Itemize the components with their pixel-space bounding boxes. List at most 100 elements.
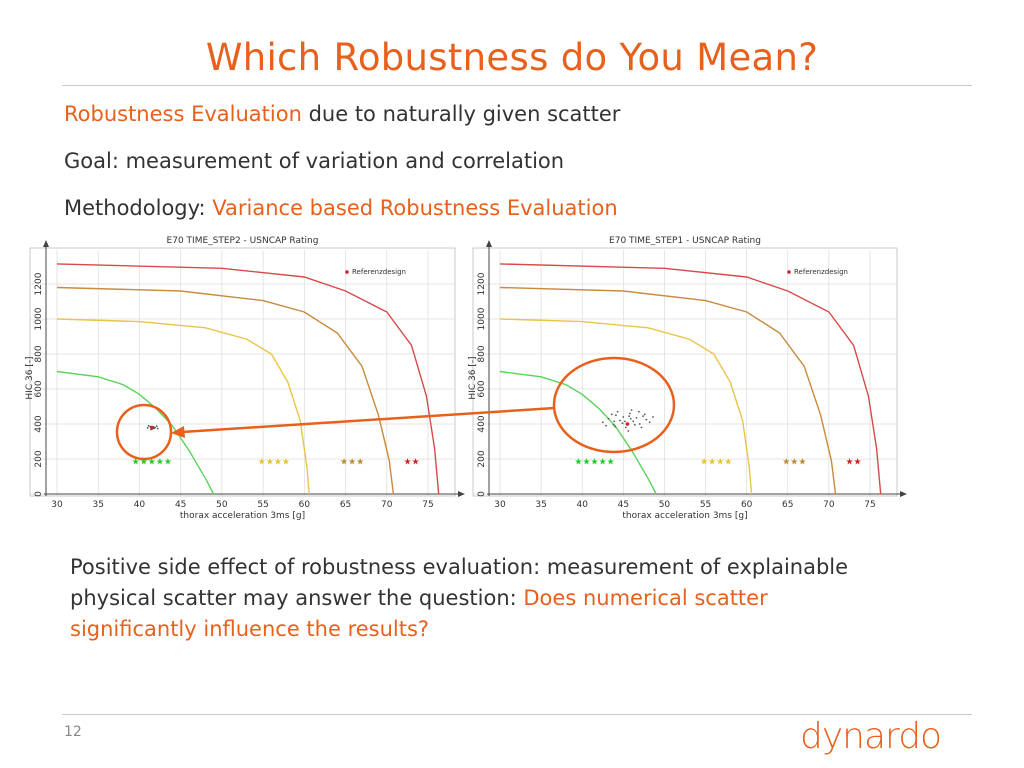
logo-text: dynardo (800, 716, 941, 757)
methodology-highlight: Variance based Robustness Evaluation (212, 196, 618, 220)
x-tick-label: 35 (92, 500, 103, 510)
x-axis-label: thorax acceleration 3ms [g] (622, 511, 747, 521)
three-star-boundary (499, 286, 837, 495)
side-effect-text: Positive side effect of robustness evalu… (70, 555, 849, 610)
y-tick-label: 600 (34, 380, 44, 397)
dynardo-logo: dynardo (800, 716, 942, 757)
y-axis-arrow (486, 240, 492, 247)
x-axis-arrow (458, 491, 465, 497)
robustness-evaluation-rest: due to naturally given scatter (301, 102, 621, 126)
x-tick-label: 40 (134, 500, 146, 510)
scatter-point (147, 424, 150, 427)
five-star-boundary (499, 370, 657, 495)
y-tick-label: 200 (34, 450, 44, 467)
scatter-point (614, 425, 617, 428)
y-tick-label: 1000 (34, 307, 44, 330)
three-star-boundary (56, 286, 395, 495)
y-tick-label: 1000 (477, 307, 487, 330)
four-star-boundary (56, 318, 310, 495)
scatter-point (155, 425, 158, 427)
star-rating-label: ★★★★★ (574, 457, 614, 467)
scatter-point (624, 426, 627, 429)
x-tick-label: 50 (659, 500, 671, 510)
y-axis-label: HIC 36 [-] (25, 356, 35, 399)
x-tick-label: 50 (216, 500, 228, 510)
chart-title: E70 TIME_STEP2 - USNCAP Rating (167, 236, 319, 246)
reference-design-point (150, 425, 154, 430)
y-tick-label: 400 (477, 415, 487, 432)
x-tick-label: 70 (381, 500, 393, 510)
scatter-point (607, 417, 610, 420)
star-rating-label: ★★★★★ (132, 457, 172, 467)
y-tick-label: 800 (477, 345, 487, 362)
four-star-boundary (499, 318, 753, 495)
x-tick-label: 60 (741, 500, 753, 510)
star-rating-label: ★★★★ (700, 457, 732, 467)
y-tick-label: 600 (477, 380, 487, 397)
x-tick-label: 45 (175, 500, 186, 510)
scatter-point (642, 415, 644, 418)
star-rating-label: ★★★ (340, 457, 364, 467)
annotation-overlay (115, 356, 676, 461)
side-effect-question: Does numerical scatter significantly inf… (70, 586, 768, 641)
scatter-point (629, 417, 632, 420)
x-tick-label: 75 (864, 500, 875, 510)
y-tick-label: 800 (34, 345, 44, 362)
comparison-arrowhead (171, 426, 185, 438)
y-tick-label: 0 (477, 491, 487, 497)
star-rating-label: ★★ (845, 457, 861, 467)
side-effect-note: Positive side effect of robustness evalu… (70, 552, 890, 645)
x-tick-label: 65 (782, 500, 793, 510)
x-tick-label: 60 (299, 500, 311, 510)
scatter-point (612, 423, 615, 426)
y-axis-arrow (43, 240, 49, 247)
scatter-point (638, 410, 640, 413)
two-star-boundary (56, 263, 440, 495)
scatter-point (632, 420, 635, 423)
title-divider (62, 85, 972, 86)
chart-1: 30 35 40 45 50 55 60 65 70 75 0 200 400 600 800 1000 120… (25, 236, 465, 521)
x-tick-label: 55 (257, 500, 268, 510)
y-tick-label: 1200 (477, 272, 487, 295)
y-tick-label: 0 (34, 491, 44, 497)
highlight-circle-large (552, 356, 676, 454)
scatter-point (616, 410, 619, 413)
scatter-point (643, 413, 646, 416)
scatter-point (627, 430, 630, 432)
legend-label: Referenzdesign (794, 268, 848, 276)
legend-label: Referenzdesign (352, 268, 406, 276)
chart-title: E70 TIME_STEP1 - USNCAP Rating (609, 236, 761, 246)
scatter-point (645, 418, 648, 421)
x-tick-label: 45 (618, 500, 629, 510)
x-axis-arrow (900, 491, 907, 497)
robustness-evaluation-highlight: Robustness Evaluation (64, 102, 302, 126)
scatter-point (638, 423, 641, 425)
x-tick-label: 40 (576, 500, 588, 510)
y-axis-label: HIC 36 [-] (468, 356, 478, 399)
x-tick-label: 70 (823, 500, 835, 510)
highlight-circle-small (115, 403, 173, 461)
scatter-point (652, 416, 654, 418)
scatter-point (601, 421, 604, 424)
methodology-line: Methodology: Variance based Robustness E… (64, 196, 618, 220)
slide-title: Which Robustness do You Mean? (205, 36, 819, 79)
scatter-point (615, 414, 617, 417)
scatter-point (640, 426, 643, 429)
star-rating-label: ★★★★ (258, 457, 290, 467)
comparison-arrow (181, 406, 556, 434)
scatter-point (648, 421, 651, 424)
scatter-point (605, 424, 607, 427)
star-rating-label: ★★ (403, 457, 419, 467)
chart-2: 30 35 40 45 50 55 60 65 70 75 0 200 400 600 800 1000 120… (468, 236, 907, 521)
scatter-point (619, 419, 621, 422)
scatter-point (146, 426, 149, 429)
y-tick-label: 200 (477, 450, 487, 467)
x-tick-label: 65 (340, 500, 351, 510)
robustness-evaluation-line: Robustness Evaluation due to naturally g… (64, 102, 620, 126)
scatter-point (622, 416, 625, 418)
x-tick-label: 75 (422, 500, 433, 510)
scatter-point (624, 420, 626, 423)
reference-design-point (625, 422, 630, 426)
scatter-point (610, 413, 613, 416)
